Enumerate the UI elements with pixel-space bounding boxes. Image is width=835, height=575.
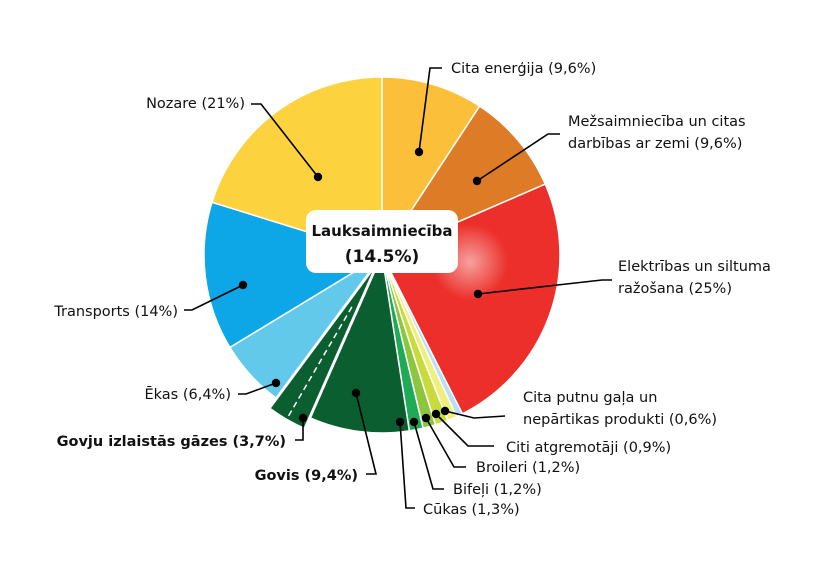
leader-dot xyxy=(440,406,450,416)
slice-label: Transports (14%) xyxy=(53,304,178,320)
center-label: Lauksaimniecība (14.5%) xyxy=(306,210,458,273)
slice-labels: Cita enerģija (9,6%) Mežsaimniecība un ci… xyxy=(53,61,771,518)
slice-label: Ēkas (6,4%) xyxy=(144,386,231,403)
leader-line xyxy=(413,421,444,490)
slice-label: Mežsaimniecība un citas darbības ar zemi … xyxy=(568,114,746,152)
leader-line xyxy=(477,279,612,295)
center-label-value: (14.5%) xyxy=(345,247,420,267)
slice-label: Bifeļi (1,2%) xyxy=(453,482,542,498)
slice-label: Citi atgremotāji (0,9%) xyxy=(506,440,671,456)
leader-line xyxy=(355,392,378,475)
leader-dot xyxy=(472,176,482,186)
center-label-title: Lauksaimniecība xyxy=(311,222,452,240)
leader-dot xyxy=(421,413,431,423)
leader-dot xyxy=(298,413,308,423)
leader-line xyxy=(444,410,506,419)
leader-dot xyxy=(351,388,361,398)
slice-label: Broileri (1,2%) xyxy=(476,460,580,476)
leader-dot xyxy=(395,417,405,427)
slice-label: Cita enerģija (9,6%) xyxy=(451,61,596,77)
leader-line xyxy=(425,417,466,468)
leader-line xyxy=(251,103,319,178)
leader-line xyxy=(418,67,442,153)
pie-slice xyxy=(309,252,411,434)
slice-label: Govju izlaistās gāzes (3,7%) xyxy=(57,434,286,450)
leader-line xyxy=(399,421,415,509)
leader-lines xyxy=(184,67,612,509)
leader-line xyxy=(295,418,304,441)
pie-slice xyxy=(203,201,384,349)
pie-slices xyxy=(203,76,561,434)
leader-line xyxy=(435,413,494,447)
slice-divider xyxy=(286,306,353,418)
center-label-box xyxy=(306,210,458,273)
leader-line xyxy=(184,284,244,311)
slice-label: Cūkas (1,3%) xyxy=(423,502,520,518)
leader-dot xyxy=(313,172,323,182)
slice-label: Cita putnu gaļa un nepārtikas produkti (0… xyxy=(523,390,717,428)
slice-label: Govis (9,4%) xyxy=(255,468,358,484)
leader-dot xyxy=(271,378,281,388)
leader-dot xyxy=(431,409,441,419)
slice-divider xyxy=(310,291,367,417)
leader-line xyxy=(238,382,277,395)
leader-dot xyxy=(473,289,483,299)
slice-label: Nozare (21%) xyxy=(146,96,245,112)
slice-label: Elektrības un siltuma ražošana (25%) xyxy=(618,259,771,297)
leader-dot xyxy=(238,280,248,290)
pie-slice xyxy=(268,264,377,430)
leader-dot xyxy=(414,147,424,157)
leader-dot xyxy=(409,417,419,427)
leader-line xyxy=(476,133,560,182)
